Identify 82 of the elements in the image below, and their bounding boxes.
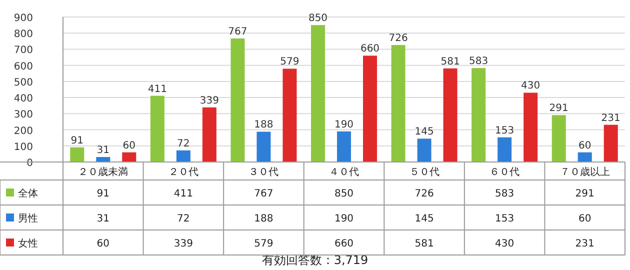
data-label: 72	[177, 214, 190, 224]
data-label: 188	[254, 214, 274, 224]
y-tick-label: 200	[14, 126, 33, 137]
bar	[391, 45, 406, 162]
data-label: 850	[334, 188, 354, 200]
y-tick-label: 500	[14, 77, 33, 88]
x-tick-label: ３０代	[248, 167, 279, 178]
y-tick-label: 100	[14, 142, 33, 153]
bar	[524, 92, 538, 162]
data-label: 145	[414, 126, 434, 138]
data-label: 579	[254, 238, 274, 250]
data-label: 660	[334, 238, 354, 250]
data-label: 579	[280, 56, 300, 68]
data-label: 291	[549, 103, 568, 114]
data-label: 190	[334, 119, 354, 130]
data-label: 430	[495, 238, 514, 250]
data-label: 581	[414, 238, 434, 250]
data-label: 31	[96, 145, 110, 156]
y-tick-label: 女性	[18, 238, 38, 250]
data-label: 339	[174, 238, 193, 250]
bar	[311, 25, 325, 162]
data-label: 411	[174, 188, 193, 200]
bar	[122, 152, 136, 162]
y-tick-label: 300	[14, 110, 33, 121]
bar	[417, 138, 432, 162]
bar	[443, 68, 458, 162]
bar	[96, 157, 110, 162]
data-label: 60	[122, 140, 136, 152]
x-tick-label: ６０代	[490, 167, 520, 178]
data-label: 231	[601, 112, 620, 124]
data-label: 411	[148, 84, 167, 95]
data-label: 850	[308, 13, 328, 24]
data-label: 188	[254, 120, 274, 131]
bar	[604, 124, 618, 162]
data-label: 291	[575, 188, 594, 200]
x-tick-label: ４０代	[329, 167, 359, 178]
data-label: 60	[96, 238, 110, 250]
data-label: 60	[578, 140, 592, 152]
y-tick-label: 400	[14, 94, 33, 105]
data-label: 581	[440, 56, 460, 68]
y-tick-label: 全体	[18, 188, 38, 200]
bar	[202, 107, 216, 162]
bar	[282, 68, 297, 162]
bar	[337, 131, 351, 162]
data-label: 31	[96, 214, 110, 224]
data-label: 339	[200, 95, 219, 106]
y-tick-label: 700	[14, 45, 33, 56]
y-tick-label: 800	[14, 29, 33, 40]
x-tick-label: ７０歳以上	[560, 166, 610, 178]
data-label: 726	[414, 188, 434, 200]
data-label: 72	[177, 138, 190, 150]
bar	[230, 38, 245, 162]
data-label: 145	[414, 214, 434, 224]
bar	[498, 137, 512, 162]
bar	[363, 56, 377, 162]
y-tick-label: 600	[14, 61, 33, 72]
x-tick-label: ２０歳未満	[78, 166, 128, 178]
y-tick-label: 900	[14, 13, 33, 24]
y-tick-label: 男性	[18, 212, 38, 224]
bar	[256, 132, 271, 162]
data-label: 153	[495, 214, 514, 224]
data-label: 583	[469, 56, 488, 68]
data-label: 767	[254, 188, 274, 200]
data-label: 60	[578, 214, 592, 224]
data-label: 190	[334, 214, 354, 224]
bar	[176, 150, 190, 162]
data-label: 430	[521, 80, 540, 92]
bar	[578, 152, 592, 162]
data-label: 91	[70, 135, 84, 146]
data-label: 231	[575, 238, 594, 250]
data-label: 91	[96, 188, 110, 200]
bar	[70, 147, 84, 162]
x-tick-label: ５０代	[409, 167, 440, 178]
data-label: 726	[388, 33, 408, 44]
bar	[552, 115, 566, 162]
x-tick-label: ２０代	[168, 167, 198, 178]
bar	[150, 96, 164, 162]
data-label: 583	[495, 188, 514, 200]
bar	[472, 68, 486, 162]
data-label: 660	[360, 44, 380, 55]
data-label: 153	[495, 125, 514, 136]
data-label: 767	[228, 26, 248, 38]
